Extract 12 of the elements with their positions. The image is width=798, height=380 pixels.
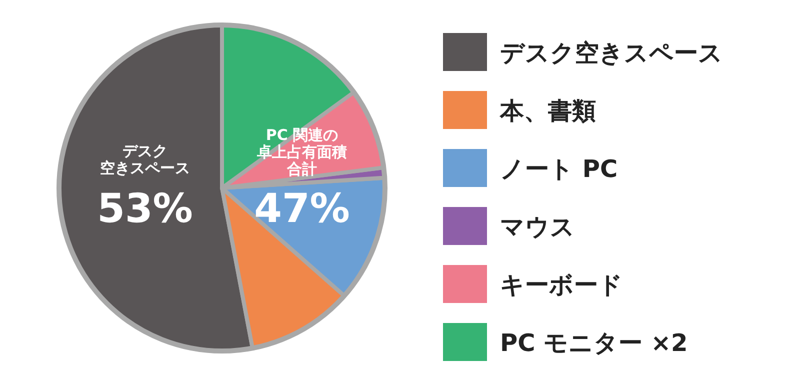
text: 空きスペース — [100, 159, 190, 177]
legend-label: マウス — [500, 213, 575, 241]
text: デスク — [122, 142, 168, 160]
legend-label: デスク空きスペース — [500, 39, 723, 67]
legend-label: PC モニター ×2 — [500, 329, 688, 357]
text: PC 関連の — [266, 126, 338, 144]
legend-label: 本、書類 — [499, 97, 596, 125]
text: 53% — [97, 186, 193, 232]
text: 合計 — [286, 160, 317, 178]
legend-label: キーボード — [500, 271, 623, 299]
legend-label: ノート PC — [500, 155, 618, 183]
text: 47% — [254, 186, 350, 232]
